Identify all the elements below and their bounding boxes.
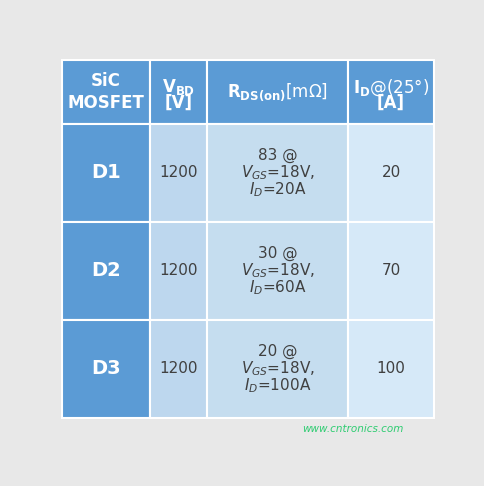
Text: 1200: 1200 [159,263,197,278]
Text: $\mathbf{V_{BD}}$: $\mathbf{V_{BD}}$ [162,77,195,98]
Text: SiC
MOSFET: SiC MOSFET [68,72,144,112]
Text: 100: 100 [377,361,406,376]
Text: D1: D1 [91,163,121,182]
Text: 70: 70 [381,263,401,278]
Bar [150,320,207,417]
Bar [150,60,207,123]
Bar [150,123,207,222]
Text: [V]: [V] [165,93,193,111]
Text: 30 @: 30 @ [258,246,298,261]
Text: $I_D$=60A: $I_D$=60A [249,278,306,297]
Bar [348,123,434,222]
Text: $V_{GS}$=18V,: $V_{GS}$=18V, [241,261,315,280]
Bar [207,222,348,320]
Text: $I_D$=100A: $I_D$=100A [244,376,311,395]
Text: $V_{GS}$=18V,: $V_{GS}$=18V, [241,359,315,378]
Bar [62,320,150,417]
Bar [62,222,150,320]
Text: $I_D$=20A: $I_D$=20A [249,180,306,199]
Text: $V_{GS}$=18V,: $V_{GS}$=18V, [241,163,315,182]
Text: 20 @: 20 @ [258,344,298,359]
Text: 83 @: 83 @ [258,148,298,163]
Text: 20: 20 [381,165,401,180]
Bar [348,222,434,320]
Text: $\mathbf{R_{DS(on)}}$[mΩ]: $\mathbf{R_{DS(on)}}$[mΩ] [227,81,328,103]
Text: D3: D3 [91,359,121,378]
Bar [207,123,348,222]
Text: 1200: 1200 [159,361,197,376]
Bar [348,60,434,123]
Bar [207,60,348,123]
Text: $\mathbf{I_D}$@(25°): $\mathbf{I_D}$@(25°) [353,77,429,98]
Bar [62,60,150,123]
Bar [348,320,434,417]
Text: D2: D2 [91,261,121,280]
Bar [150,222,207,320]
Text: [A]: [A] [377,93,405,111]
Text: www.cntronics.com: www.cntronics.com [302,424,404,434]
Bar [207,320,348,417]
Text: 1200: 1200 [159,165,197,180]
Bar [62,123,150,222]
